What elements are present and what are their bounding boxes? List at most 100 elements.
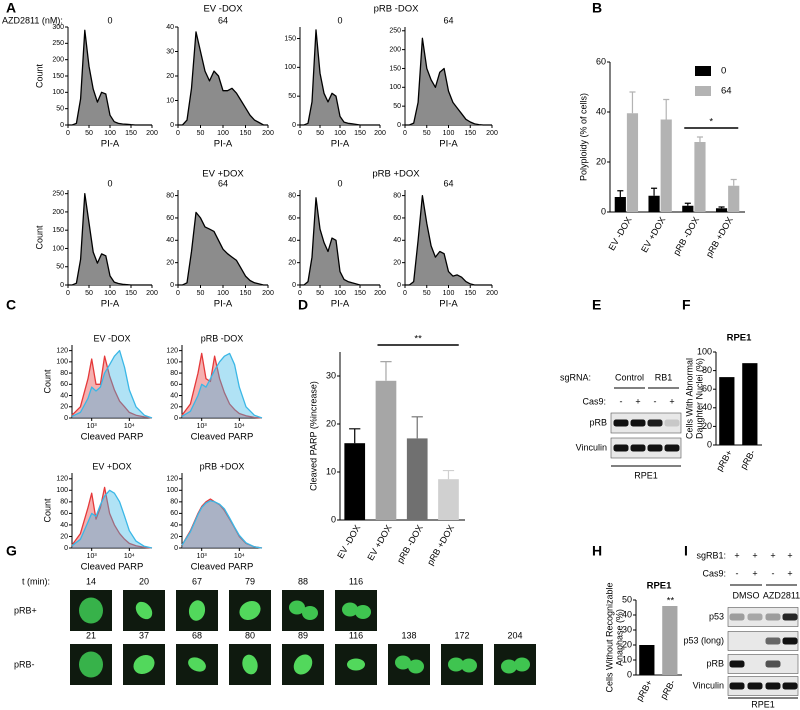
error-bar — [380, 361, 392, 381]
y-tick-label: 0 — [707, 439, 712, 449]
y-tick-label: 250 — [52, 40, 64, 47]
y-tick-label: 40 — [166, 237, 174, 244]
legend-label: 0 — [721, 66, 726, 77]
y-tick-label: 50 — [622, 594, 632, 604]
y-tick-label: 40 — [170, 522, 178, 529]
y-tick-label: 200 — [52, 209, 64, 216]
row-label: p53 — [709, 611, 724, 621]
blot-band — [782, 682, 798, 690]
y-tick-label: 80 — [60, 370, 68, 377]
histogram-line — [68, 193, 152, 286]
histogram-line — [71, 349, 153, 419]
cas9-label: Cas9: — [702, 568, 726, 578]
legend-swatch — [695, 66, 711, 76]
panel-label: B — [592, 0, 602, 16]
bar — [648, 195, 660, 212]
blot-band — [747, 682, 763, 690]
blot-frame — [727, 607, 799, 627]
chromatin — [135, 601, 153, 620]
area-fill — [68, 193, 152, 285]
blot-band — [765, 660, 781, 668]
bar — [742, 363, 758, 445]
bar — [626, 113, 639, 212]
cas9-sign: - — [654, 396, 657, 406]
x-axis-label: PI-A — [439, 139, 458, 150]
area-fill — [72, 490, 152, 548]
histogram-line — [68, 29, 152, 126]
y-axis-label: Cleaved PARP (%increase) — [308, 381, 318, 491]
y-axis-label: Polyploidy (% of cells) — [578, 93, 588, 181]
x-axis-label: PI-A — [331, 299, 350, 310]
nucleus — [501, 659, 517, 674]
area-fill — [405, 195, 492, 285]
sg-sign: + — [787, 550, 792, 560]
area-fill — [72, 356, 152, 418]
x-tick-label: 0 — [403, 130, 407, 137]
group-label: RB1 — [655, 372, 673, 382]
histogram-line — [181, 352, 263, 419]
x-tick-label: 10³ — [87, 553, 98, 560]
histogram-line — [71, 486, 153, 549]
group-label: AZD2811 — [763, 590, 800, 600]
histogram-line — [405, 194, 492, 286]
group-header: pRB -DOX — [374, 4, 420, 15]
y-tick-label: 60 — [166, 215, 174, 222]
x-axis-label: PI-A — [101, 139, 120, 150]
cas9-sign: + — [635, 396, 640, 406]
x-tick-label: pRB- — [658, 678, 677, 701]
y-tick-label: 80 — [702, 365, 712, 375]
histogram-line — [300, 197, 380, 286]
y-axis-label: Count — [42, 498, 52, 523]
y-axis-label: Count — [42, 369, 52, 394]
y-tick-label: 300 — [52, 24, 64, 31]
time-value: 88 — [298, 576, 308, 586]
x-tick-label: 10³ — [87, 423, 98, 430]
x-tick-label: 10³ — [197, 553, 208, 560]
y-tick-label: 30 — [622, 624, 632, 634]
y-tick-label: 80 — [393, 192, 401, 199]
x-tick-label: 100 — [334, 290, 346, 297]
area-fill — [68, 30, 152, 125]
blot-band — [729, 682, 745, 690]
chart-title: pRB +DOX — [200, 461, 245, 471]
chart-title: 64 — [443, 178, 453, 188]
x-tick-label: 0 — [176, 130, 180, 137]
time-value: 138 — [401, 630, 416, 640]
y-tick-label: 120 — [56, 347, 68, 354]
blot-band — [782, 637, 798, 645]
time-value: 20 — [139, 576, 149, 586]
x-tick-label: 100 — [104, 130, 116, 137]
x-tick-label: pRB+ — [634, 678, 654, 703]
group-header: pRB +DOX — [372, 169, 420, 180]
x-tick-label: 150 — [464, 290, 476, 297]
x-tick-label: 150 — [125, 290, 137, 297]
bar — [694, 142, 706, 212]
y-axis-label: Count — [34, 64, 44, 89]
row-label: pRB- — [14, 659, 35, 669]
area-fill — [405, 38, 492, 125]
group-label: Control — [615, 372, 644, 382]
histogram-line — [181, 500, 263, 549]
chromatin — [188, 657, 206, 672]
bar — [406, 438, 428, 520]
x-tick-label: 10⁴ — [124, 553, 135, 560]
histogram-line — [178, 211, 268, 286]
y-tick-label: 150 — [52, 227, 64, 234]
error-bar — [349, 428, 361, 444]
y-tick-label: 80 — [166, 192, 174, 199]
x-tick-label: pRB +DOX — [704, 215, 735, 259]
y-tick-label: 250 — [389, 28, 401, 35]
chromatin — [347, 658, 365, 671]
y-tick-label: 0 — [170, 122, 174, 129]
blot-band — [647, 444, 663, 452]
time-value: 116 — [349, 630, 363, 640]
x-tick-label: 50 — [197, 130, 205, 137]
legend-swatch — [695, 86, 711, 96]
chart-title: EV -DOX — [93, 333, 130, 343]
y-tick-label: 20 — [170, 404, 178, 411]
chart-title: 0 — [337, 15, 342, 25]
y-tick-label: 100 — [697, 346, 712, 356]
y-tick-label: 0 — [397, 122, 401, 129]
